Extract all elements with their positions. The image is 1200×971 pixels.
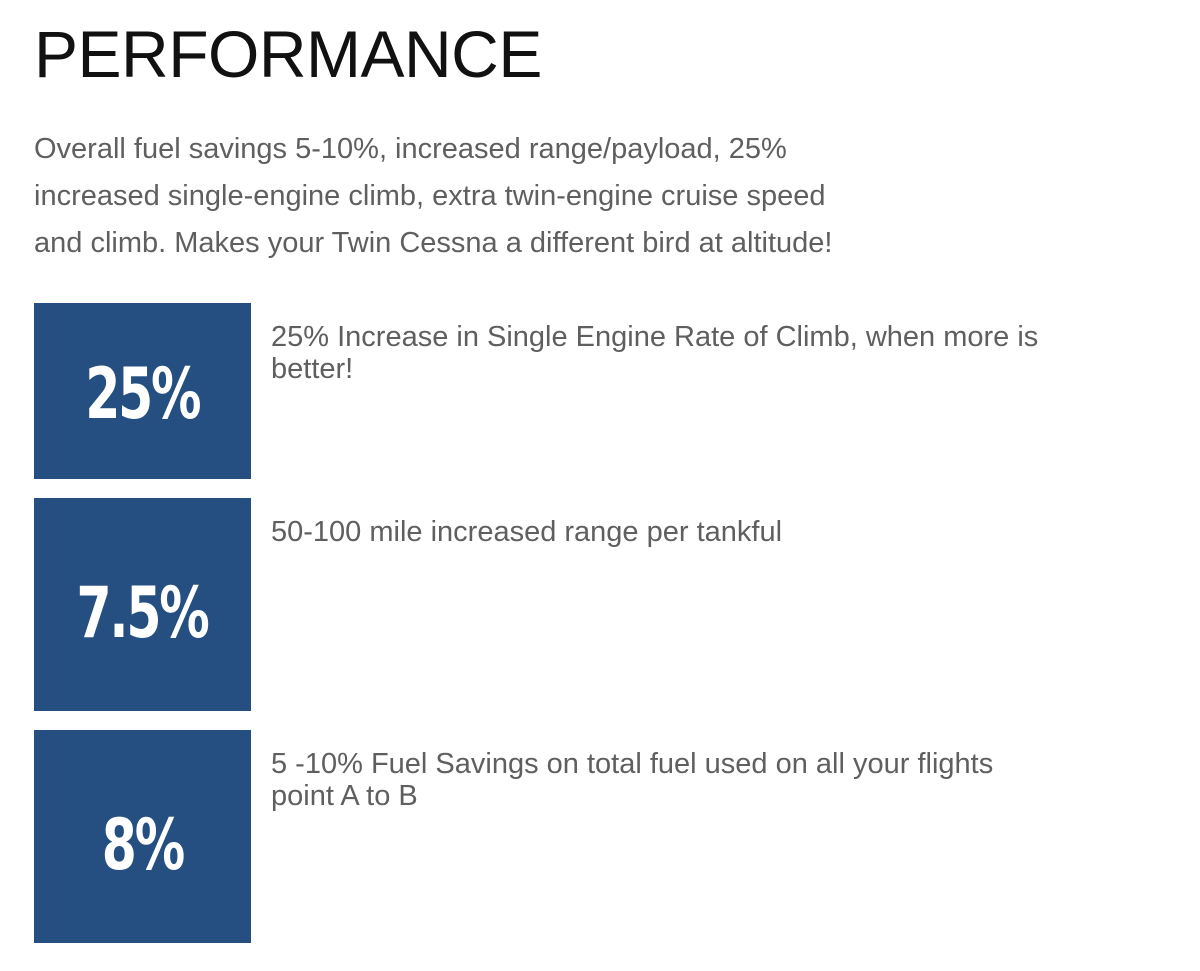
stat-description: 25% Increase in Single Engine Rate of Cl… bbox=[271, 321, 1121, 385]
stat-value: 8% bbox=[101, 803, 185, 886]
section-title: PERFORMANCE bbox=[34, 17, 542, 91]
stat-badge: 7.5% bbox=[34, 498, 251, 711]
stat-value: 7.5% bbox=[76, 571, 210, 654]
stat-row: 25% 25% Increase in Single Engine Rate o… bbox=[34, 303, 1154, 479]
stat-row: 8% 5 -10% Fuel Savings on total fuel use… bbox=[34, 730, 1154, 943]
intro-line: Overall fuel savings 5-10%, increased ra… bbox=[34, 133, 787, 165]
stat-row: 7.5% 50-100 mile increased range per tan… bbox=[34, 498, 1154, 711]
stat-description: 5 -10% Fuel Savings on total fuel used o… bbox=[271, 748, 1121, 812]
stat-badge: 8% bbox=[34, 730, 251, 943]
stat-description: 50-100 mile increased range per tankful bbox=[271, 516, 1121, 548]
stat-description-line: 25% Increase in Single Engine Rate of Cl… bbox=[271, 321, 1039, 353]
stat-description-line: point A to B bbox=[271, 780, 418, 812]
stat-description-line: 50-100 mile increased range per tankful bbox=[271, 516, 783, 548]
intro-line: increased single-engine climb, extra twi… bbox=[34, 180, 826, 212]
section-intro: Overall fuel savings 5-10%, increased ra… bbox=[34, 126, 934, 267]
stat-value: 25% bbox=[85, 353, 201, 435]
stat-description-line: 5 -10% Fuel Savings on total fuel used o… bbox=[271, 748, 994, 780]
intro-line: and climb. Makes your Twin Cessna a diff… bbox=[34, 227, 833, 259]
stat-badge: 25% bbox=[34, 303, 251, 479]
stat-description-line: better! bbox=[271, 353, 354, 385]
